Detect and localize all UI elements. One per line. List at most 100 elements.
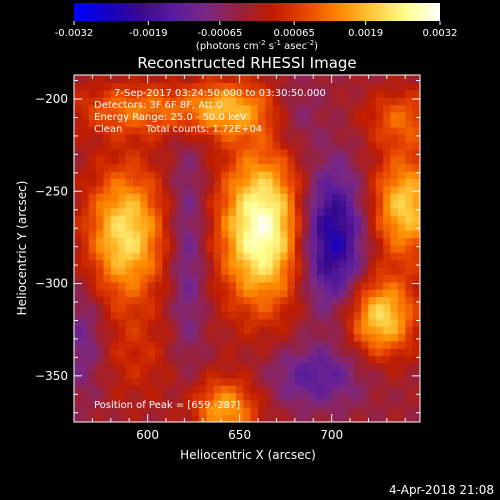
heatmap-cell <box>103 207 112 216</box>
heatmap-cell <box>147 156 156 165</box>
heatmap-cell <box>353 362 362 371</box>
heatmap-cell <box>405 355 414 364</box>
heatmap-cell <box>405 303 414 312</box>
heatmap-cell <box>302 185 311 194</box>
heatmap-cell <box>221 252 230 261</box>
heatmap-cell <box>228 82 237 91</box>
heatmap-cell <box>339 362 347 371</box>
heatmap-cell <box>390 156 399 165</box>
heatmap-cell <box>272 333 281 342</box>
heatmap-cell <box>147 193 156 202</box>
heatmap-cell <box>272 200 281 209</box>
heatmap-cell <box>302 399 311 408</box>
heatmap-cell <box>324 281 333 290</box>
heatmap-cell <box>353 207 362 216</box>
heatmap-cell <box>177 318 186 327</box>
heatmap-cell <box>243 75 252 83</box>
heatmap-cell <box>213 170 222 179</box>
heatmap-cell <box>169 296 178 305</box>
heatmap-cell <box>177 392 186 401</box>
heatmap-cell <box>346 333 355 342</box>
heatmap-cell <box>81 259 90 268</box>
heatmap-cell <box>125 222 134 231</box>
heatmap-cell <box>154 289 163 298</box>
x-tick-label: 600 <box>136 428 159 442</box>
heatmap-cell <box>309 407 318 416</box>
heatmap-cell <box>383 303 392 312</box>
heatmap-cell <box>331 318 340 327</box>
heatmap-cell <box>132 89 141 98</box>
heatmap-cell <box>346 281 355 290</box>
heatmap-cell <box>88 104 97 113</box>
heatmap-cell <box>243 237 252 246</box>
heatmap-cell <box>353 318 362 327</box>
heatmap-cell <box>361 252 370 261</box>
heatmap-cell <box>191 89 200 98</box>
heatmap-cell <box>199 377 208 386</box>
heatmap-cell <box>235 326 244 334</box>
heatmap-cell <box>272 385 281 394</box>
heatmap-cell <box>353 348 362 357</box>
heatmap-cell <box>302 230 311 239</box>
heatmap-cell <box>405 407 414 416</box>
heatmap-cell <box>405 252 414 261</box>
heatmap-cell <box>280 266 289 275</box>
heatmap-cell <box>191 407 200 416</box>
heatmap-cell <box>199 148 208 157</box>
heatmap-cell <box>191 200 200 209</box>
heatmap-cell <box>324 407 333 416</box>
heatmap-cell <box>368 340 377 349</box>
heatmap-cell <box>88 178 97 187</box>
heatmap-cell <box>110 385 119 394</box>
heatmap-cell <box>258 318 266 327</box>
heatmap-cell <box>316 193 325 202</box>
heatmap-cell <box>316 362 325 371</box>
heatmap-cell <box>199 392 208 401</box>
heatmap-cell <box>339 296 347 305</box>
heatmap-cell <box>250 104 259 113</box>
heatmap-cell <box>206 370 215 379</box>
heatmap-cell <box>324 274 333 283</box>
heatmap-cell <box>294 104 303 113</box>
heatmap-cell <box>140 399 149 408</box>
annotation-block: 7-Sep-2017 03:24:50.000 to 03:30:50.000 … <box>94 88 326 411</box>
heatmap-cell <box>132 170 141 179</box>
heatmap-cell <box>162 237 171 246</box>
heatmap-cell <box>412 134 420 143</box>
heatmap-cell <box>221 178 230 187</box>
heatmap-cell <box>324 370 333 379</box>
heatmap-cell <box>169 126 178 135</box>
heatmap-cell <box>383 266 392 275</box>
heatmap-cell <box>383 215 392 224</box>
heatmap-cell <box>353 414 362 422</box>
heatmap-cell <box>88 326 97 334</box>
heatmap-cell <box>228 281 237 290</box>
heatmap-cell <box>294 311 303 320</box>
heatmap-cell <box>191 185 200 194</box>
heatmap-cell <box>118 318 127 327</box>
heatmap-cell <box>258 156 266 165</box>
heatmap-cell <box>199 259 208 268</box>
heatmap-cell <box>235 289 244 298</box>
heatmap-cell <box>154 163 163 172</box>
heatmap-cell <box>228 318 237 327</box>
heatmap-cell <box>74 89 82 98</box>
heatmap-cell <box>125 296 134 305</box>
heatmap-cell <box>96 274 105 283</box>
heatmap-cell <box>118 377 127 386</box>
heatmap-cell <box>339 156 347 165</box>
heatmap-cell <box>390 244 399 253</box>
heatmap-cell <box>140 296 149 305</box>
heatmap-cell <box>405 222 414 231</box>
heatmap-cell <box>243 289 252 298</box>
heatmap-cell <box>235 163 244 172</box>
heatmap-cell <box>339 340 347 349</box>
heatmap-cell <box>309 318 318 327</box>
heatmap-cell <box>324 148 333 157</box>
heatmap-cell <box>375 377 384 386</box>
heatmap-cell <box>280 289 289 298</box>
heatmap-cell <box>324 348 333 357</box>
heatmap-cell <box>339 200 347 209</box>
heatmap-cell <box>361 200 370 209</box>
heatmap-cell <box>339 259 347 268</box>
